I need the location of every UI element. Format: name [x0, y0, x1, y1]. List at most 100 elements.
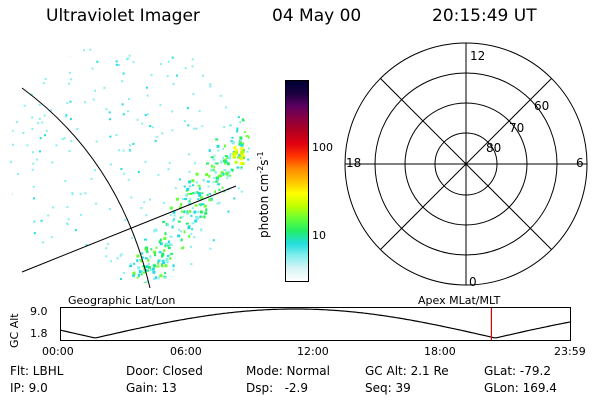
emission-pixel [128, 98, 131, 101]
mlt-label-bottom: 0 [469, 275, 477, 289]
alt-xtick-1: 06:00 [170, 345, 202, 358]
emission-pixel [170, 276, 173, 279]
emission-pixel [32, 151, 34, 154]
mlt-label-left: 18 [346, 156, 361, 170]
emission-pixel [78, 42, 81, 44]
emission-pixel [52, 59, 55, 62]
emission-pixel [183, 210, 186, 214]
emission-pixel [178, 178, 181, 181]
emission-pixel [163, 237, 167, 240]
image-panel-label: Geographic Lat/Lon [68, 294, 176, 307]
emission-pixel [94, 169, 96, 172]
app-title: Ultraviolet Imager [46, 6, 200, 26]
emission-pixel [179, 216, 182, 219]
emission-pixel [188, 200, 191, 203]
emission-pixel [252, 137, 254, 139]
emission-pixel [202, 74, 204, 77]
emission-pixel [191, 179, 195, 183]
emission-pixel [169, 206, 173, 210]
emission-pixel [217, 149, 220, 152]
emission-pixel [197, 191, 201, 195]
info-gain: Gain: 13 [126, 381, 177, 395]
emission-pixel [223, 126, 226, 129]
emission-pixel [183, 185, 186, 188]
emission-pixel [218, 188, 221, 191]
emission-pixel [178, 228, 181, 231]
emission-pixel [202, 178, 205, 182]
emission-pixel [197, 211, 200, 214]
emission-pixel [38, 103, 41, 106]
info-mode: Mode: Normal [246, 364, 330, 378]
emission-pixel [239, 121, 242, 124]
emission-pixel [214, 170, 217, 174]
emission-pixel [172, 218, 175, 222]
emission-pixel [226, 162, 230, 166]
emission-pixel [206, 162, 209, 165]
emission-pixel [145, 214, 148, 217]
emission-pixel [31, 116, 34, 119]
colorbar-tick-10: 10 [312, 229, 326, 242]
emission-pixel [84, 192, 87, 195]
alt-plot-ylabel: GC Alt [8, 313, 21, 348]
emission-pixel [65, 114, 68, 117]
emission-pixel [222, 156, 225, 159]
emission-pixel [84, 101, 87, 104]
emission-pixel [191, 48, 194, 50]
emission-pixel [205, 208, 208, 212]
emission-pixel [70, 140, 73, 143]
emission-pixel [190, 245, 192, 248]
emission-pixel [122, 149, 125, 152]
emission-pixel [214, 162, 217, 165]
emission-pixel [39, 137, 42, 140]
emission-pixel [10, 193, 13, 196]
emission-pixel [226, 156, 230, 159]
info-door: Door: Closed [126, 364, 203, 378]
emission-pixel [109, 118, 111, 121]
emission-pixel [186, 212, 189, 215]
emission-pixel [236, 127, 239, 131]
emission-pixel [219, 174, 223, 178]
emission-pixel [164, 232, 167, 236]
emission-pixel [240, 157, 244, 161]
emission-pixel [238, 142, 242, 146]
emission-pixel [149, 125, 152, 127]
emission-pixel [188, 202, 192, 206]
emission-pixel [237, 116, 240, 119]
emission-pixel [69, 118, 72, 120]
emission-pixel [143, 268, 146, 270]
emission-pixel [240, 190, 243, 193]
emission-pixel [180, 230, 183, 233]
emission-pixel [246, 106, 249, 109]
emission-pixel [129, 144, 132, 147]
emission-pixel [169, 235, 173, 238]
emission-pixel [227, 210, 230, 213]
emission-pixel [199, 265, 201, 268]
emission-pixel [199, 210, 203, 214]
emission-pixel [194, 204, 198, 207]
emission-pixel [108, 111, 111, 114]
emission-pixel [213, 154, 216, 157]
emission-pixel [237, 237, 239, 240]
emission-pixel [118, 149, 121, 152]
emission-pixel [238, 153, 242, 157]
emission-pixel [250, 137, 252, 141]
colorbar-tick-100: 100 [312, 141, 333, 154]
emission-pixel [131, 236, 134, 239]
emission-pixel [149, 269, 152, 272]
emission-pixel [243, 62, 246, 65]
emission-pixel [118, 64, 121, 66]
emission-pixel [184, 67, 187, 70]
emission-pixel [188, 234, 191, 238]
emission-pixel [198, 203, 202, 206]
emission-pixel [184, 120, 186, 123]
emission-pixel [122, 113, 125, 116]
emission-pixel [159, 238, 162, 242]
emission-pixel [201, 215, 204, 218]
emission-pixel [191, 65, 194, 68]
emission-pixel [226, 67, 229, 70]
emission-pixel [242, 260, 245, 262]
emission-pixel [161, 132, 164, 135]
emission-pixel [144, 160, 147, 163]
emission-pixel [224, 162, 226, 165]
emission-pixel [51, 161, 54, 164]
